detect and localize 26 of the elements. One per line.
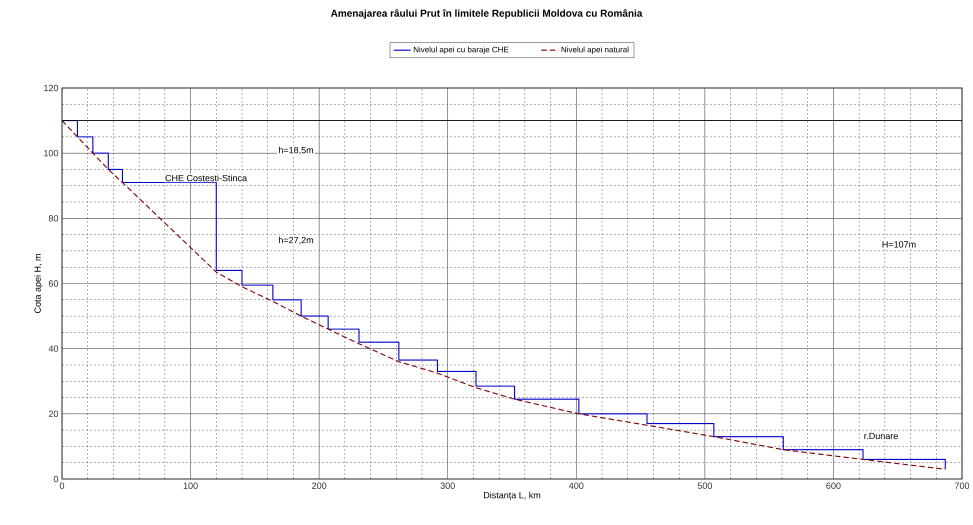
x-tick-label: 200 bbox=[312, 482, 326, 489]
legend-label: Nivelul apei cu baraje CHE bbox=[414, 46, 508, 54]
y-tick-label: 40 bbox=[48, 345, 58, 352]
x-tick-label: 600 bbox=[826, 482, 841, 489]
y-tick-label: 100 bbox=[44, 150, 58, 156]
y-tick-label: 80 bbox=[48, 215, 58, 222]
x-tick-label: 400 bbox=[568, 482, 584, 489]
annotation: h=18,5m bbox=[278, 146, 314, 154]
annotation: h=27,2m bbox=[278, 236, 314, 244]
y-axis-title: Cota apei H, m bbox=[34, 254, 43, 314]
line-series bbox=[62, 120, 946, 470]
x-tick-label: 100 bbox=[184, 482, 198, 489]
legend-label: Nivelul apei natural bbox=[562, 46, 628, 54]
x-axis-title: Distanța L, km bbox=[484, 492, 540, 500]
x-tick-label: 500 bbox=[698, 482, 712, 489]
chart-title: Amenajarea râului Prut în limitele Republicii Moldova cu România bbox=[330, 9, 642, 19]
x-tick-label: 700 bbox=[954, 482, 970, 489]
annotation: H=107m bbox=[882, 241, 916, 248]
y-tick-label: 20 bbox=[48, 410, 58, 418]
x-tick-label: 0 bbox=[60, 482, 64, 489]
annotation: CHE Costesti-Stinca bbox=[165, 174, 248, 182]
y-tick-label: 0 bbox=[54, 476, 58, 482]
y-tick-label: 60 bbox=[48, 280, 58, 287]
y-tick-label: 120 bbox=[44, 84, 58, 92]
annotation: r.Dunare bbox=[864, 432, 898, 440]
x-tick-label: 300 bbox=[440, 482, 455, 489]
